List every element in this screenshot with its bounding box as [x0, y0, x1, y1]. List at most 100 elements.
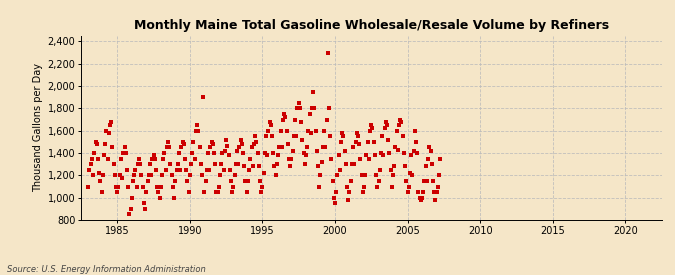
Point	[207, 142, 218, 146]
Point	[431, 190, 442, 194]
Point	[302, 145, 313, 150]
Point	[367, 126, 378, 131]
Point	[217, 151, 228, 155]
Point	[412, 151, 423, 155]
Point	[130, 167, 141, 172]
Point	[189, 156, 200, 161]
Point	[201, 167, 212, 172]
Point	[257, 184, 268, 189]
Point	[199, 190, 210, 194]
Point	[216, 162, 227, 166]
Point	[135, 162, 146, 166]
Point	[333, 153, 344, 157]
Point	[164, 145, 175, 150]
Point	[106, 120, 117, 124]
Point	[334, 167, 345, 172]
Point	[319, 128, 329, 133]
Point	[213, 184, 224, 189]
Point	[172, 162, 183, 166]
Point	[355, 156, 366, 161]
Point	[323, 106, 334, 111]
Point	[305, 131, 316, 135]
Point	[211, 190, 222, 194]
Point	[386, 184, 397, 189]
Point	[194, 145, 205, 150]
Point	[136, 173, 147, 178]
Point	[366, 123, 377, 127]
Point	[346, 179, 356, 183]
Point	[261, 134, 271, 138]
Point	[142, 179, 153, 183]
Point	[109, 173, 120, 178]
Point	[84, 167, 95, 172]
Point	[344, 190, 355, 194]
Point	[113, 184, 124, 189]
Point	[320, 145, 331, 150]
Point	[192, 123, 202, 127]
Point	[253, 164, 264, 169]
Point	[83, 184, 94, 189]
Point	[153, 190, 164, 194]
Point	[288, 148, 298, 153]
Point	[242, 179, 253, 183]
Point	[369, 140, 379, 144]
Point	[298, 151, 309, 155]
Point	[96, 190, 107, 194]
Point	[311, 148, 322, 153]
Point	[138, 201, 149, 205]
Point	[152, 184, 163, 189]
Point	[340, 162, 351, 166]
Point	[232, 148, 242, 153]
Point	[363, 156, 374, 161]
Point	[277, 117, 288, 122]
Point	[398, 151, 409, 155]
Text: Source: U.S. Energy Information Administration: Source: U.S. Energy Information Administ…	[7, 265, 205, 274]
Point	[309, 106, 320, 111]
Point	[385, 167, 396, 172]
Point	[381, 120, 392, 124]
Point	[281, 128, 292, 133]
Point	[352, 134, 363, 138]
Point	[352, 131, 362, 135]
Point	[259, 171, 269, 175]
Point	[421, 164, 431, 169]
Point	[337, 131, 348, 135]
Point	[273, 153, 284, 157]
Point	[251, 140, 262, 144]
Point	[310, 128, 321, 133]
Point	[274, 145, 285, 150]
Point	[354, 142, 364, 146]
Point	[425, 148, 436, 153]
Point	[389, 164, 400, 169]
Point	[323, 50, 333, 55]
Point	[404, 184, 414, 189]
Point	[101, 128, 112, 133]
Point	[433, 184, 443, 189]
Point	[125, 207, 136, 211]
Point	[114, 173, 125, 178]
Point	[373, 179, 384, 183]
Point	[349, 162, 360, 166]
Point	[335, 140, 346, 144]
Point	[100, 142, 111, 146]
Point	[115, 156, 126, 161]
Point	[282, 142, 293, 146]
Point	[171, 167, 182, 172]
Point	[198, 95, 209, 99]
Point	[356, 173, 367, 178]
Point	[262, 153, 273, 157]
Point	[175, 167, 186, 172]
Point	[224, 167, 235, 172]
Point	[165, 162, 176, 166]
Point	[158, 156, 169, 161]
Point	[169, 196, 180, 200]
Point	[123, 184, 134, 189]
Point	[314, 184, 325, 189]
Point	[227, 190, 238, 194]
Point	[181, 167, 192, 172]
Point	[193, 128, 204, 133]
Point	[183, 190, 194, 194]
Point	[94, 171, 105, 175]
Point	[299, 162, 310, 166]
Point	[166, 173, 177, 178]
